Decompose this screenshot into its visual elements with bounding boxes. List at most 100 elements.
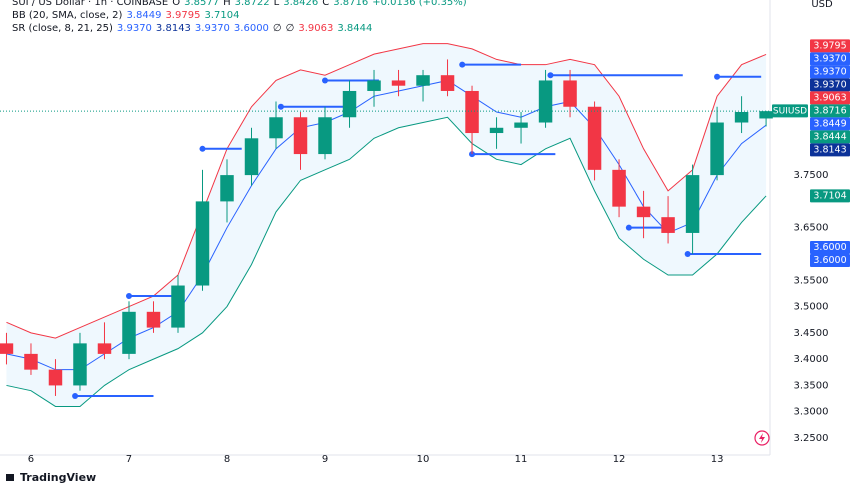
price-label-box: [810, 189, 850, 203]
sr-dot: [547, 72, 554, 79]
price-label: 3.9370: [813, 79, 846, 90]
sr-dot: [714, 73, 721, 80]
candle-body: [122, 311, 136, 354]
symbol-label: SUIUSD: [773, 106, 807, 116]
ohlc-key: C: [322, 0, 329, 8]
x-tick-label: 13: [711, 454, 724, 465]
indicator-value: 3.9063: [298, 23, 333, 34]
candle-body: [244, 138, 259, 176]
candle-body: [612, 169, 626, 207]
y-tick-label: 3.3000: [794, 407, 829, 418]
price-label-box: [810, 130, 850, 144]
price-label-box: [810, 240, 850, 254]
candle-body: [661, 217, 675, 233]
ohlc-value: 3.8426: [283, 0, 318, 8]
candle-body: [538, 80, 553, 123]
candle-body: [514, 122, 528, 128]
indicator-value: ∅: [286, 23, 295, 34]
price-label-box: [810, 117, 850, 131]
candle-body: [171, 285, 185, 328]
sr-dot: [684, 250, 691, 257]
indicator-value: 3.9370: [195, 23, 230, 34]
y-tick-label: 3.4000: [794, 354, 829, 365]
sr-dot: [72, 392, 79, 399]
ohlc-value: 3.8716: [333, 0, 368, 8]
indicator-value: ∅: [273, 23, 282, 34]
price-label-box: [810, 91, 850, 105]
candle-body: [318, 117, 332, 155]
x-tick-label: 7: [126, 454, 132, 465]
x-tick-label: 12: [613, 454, 626, 465]
header-line: SR (close, 8, 21, 25) 3.9370 3.8143 3.9370 3…: [12, 23, 372, 34]
y-tick-label: 3.5500: [794, 275, 829, 286]
symbol-box: [772, 104, 808, 118]
price-label: 3.6000: [813, 255, 846, 266]
y-tick-label: 3.5000: [794, 302, 829, 313]
price-label: 3.9370: [813, 66, 846, 77]
sr-dot: [322, 77, 329, 84]
price-label: 3.6000: [813, 242, 846, 253]
candle-body: [489, 127, 504, 134]
candle-body: [146, 311, 161, 328]
candle-body: [685, 175, 700, 233]
price-label: 3.8716: [813, 105, 846, 116]
price-label-box: [810, 52, 850, 66]
indicator-name: SR (close, 8, 21, 25): [12, 23, 113, 34]
brand: TradingView: [20, 471, 96, 484]
ohlc-value: 3.8577: [184, 0, 219, 8]
indicator-value: 3.8143: [156, 23, 191, 34]
candle-body: [24, 353, 38, 370]
icon: [754, 430, 770, 446]
flash-icon: [754, 430, 770, 446]
candle-body: [220, 175, 234, 202]
currency: USD: [811, 0, 833, 10]
candle-body: [0, 343, 14, 354]
ohlc-value: +0.0136 (+0.35%): [372, 0, 467, 8]
y-tick-label: 3.7500: [794, 170, 829, 181]
sr-dot: [277, 103, 284, 110]
candle-body: [587, 106, 602, 170]
sr-dot: [199, 145, 206, 152]
price-label: 3.8444: [813, 131, 846, 142]
candle-body: [416, 75, 430, 86]
header-line: SUI / US Dollar · 1h · COINBASE O 3.8577 H 3…: [12, 0, 467, 8]
candle-body: [269, 117, 283, 139]
icon: [759, 433, 765, 443]
candle-body: [293, 117, 308, 155]
candle-body: [367, 80, 381, 91]
ohlc-key: H: [223, 0, 231, 8]
candle-body: [759, 111, 773, 119]
ohlc-value: 3.8722: [235, 0, 270, 8]
x-tick-label: 11: [515, 454, 528, 465]
price-label: 3.9370: [813, 53, 846, 64]
x-tick-label: 6: [28, 454, 34, 465]
x-tick-label: 9: [322, 454, 328, 465]
indicator-value: 3.7104: [204, 10, 239, 21]
sr-dot: [125, 293, 132, 300]
candle-body: [391, 80, 406, 86]
indicator-value: 3.6000: [234, 23, 269, 34]
indicator-value: 3.9370: [117, 23, 152, 34]
indicator-value: 3.8449: [126, 10, 161, 21]
symbol-title: SUI / US Dollar · 1h · COINBASE: [12, 0, 168, 8]
candle-body: [342, 90, 357, 118]
price-label: 3.9795: [813, 40, 846, 51]
sr-dot: [459, 61, 466, 68]
candle-body: [73, 343, 87, 386]
candle-body: [48, 369, 63, 386]
header-line: BB (20, SMA, close, 2) 3.8449 3.9795 3.7104: [12, 10, 239, 21]
price-label: 3.7104: [813, 190, 846, 201]
price-label-box: [810, 65, 850, 79]
candle-body: [734, 112, 749, 123]
price-label: 3.9063: [813, 92, 846, 103]
price-label: 3.8449: [813, 118, 846, 129]
sr-dot: [625, 224, 632, 231]
candle-body: [710, 122, 724, 176]
logo: TradingView: [6, 471, 96, 484]
y-tick-label: 3.2500: [794, 433, 829, 444]
logo-mark: [6, 474, 14, 481]
price-label: 3.8143: [813, 144, 846, 155]
candle-body: [97, 343, 112, 354]
price-label-box: [810, 39, 850, 53]
